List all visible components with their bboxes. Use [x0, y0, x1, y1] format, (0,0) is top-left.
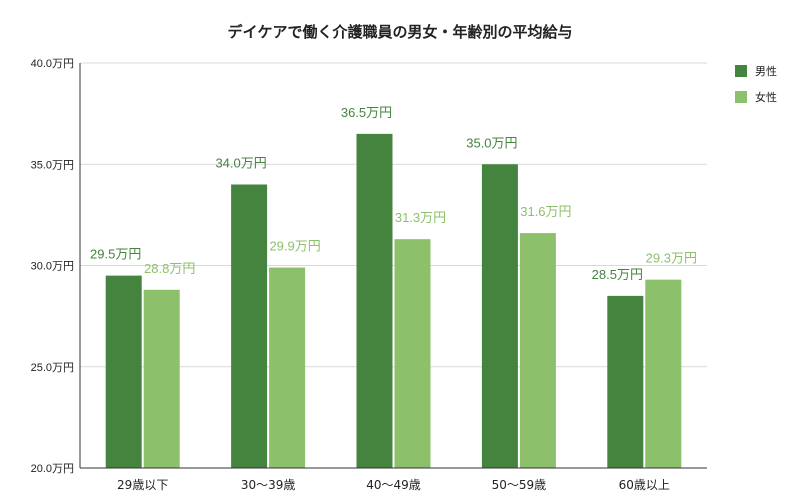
x-axis-ticks: 29歳以下 30〜39歳 40〜49歳 50〜59歳 60歳以上 — [117, 478, 670, 492]
data-label: 28.8万円 — [144, 261, 195, 276]
bar-female — [645, 279, 682, 468]
y-tick-label: 25.0万円 — [31, 362, 74, 374]
x-tick-label: 29歳以下 — [117, 478, 168, 492]
bar-female — [269, 267, 306, 468]
y-tick-label: 20.0万円 — [31, 463, 74, 475]
data-label: 34.0万円 — [215, 156, 266, 171]
data-label: 29.3万円 — [646, 251, 697, 266]
data-label: 36.5万円 — [341, 105, 392, 120]
bars — [105, 133, 682, 468]
data-label: 31.6万円 — [520, 204, 571, 219]
chart-title: デイケアで働く介護職員の男女・年齢別の平均給与 — [227, 23, 572, 41]
data-label: 28.5万円 — [592, 267, 643, 282]
bar-male — [607, 295, 644, 468]
gridlines — [79, 62, 707, 468]
x-tick-label: 50〜59歳 — [492, 478, 547, 492]
bar-male — [481, 164, 518, 468]
bar-male — [231, 184, 268, 468]
data-label: 31.3万円 — [395, 210, 446, 225]
x-tick-label: 40〜49歳 — [366, 478, 421, 492]
legend-swatch — [735, 91, 747, 103]
data-label: 29.5万円 — [90, 247, 141, 262]
bar-male — [356, 133, 393, 468]
x-tick-label: 30〜39歳 — [241, 478, 296, 492]
legend-label: 男性 — [755, 64, 777, 78]
bar-male — [105, 275, 142, 468]
x-tick-label: 60歳以上 — [619, 478, 670, 492]
y-tick-label: 30.0万円 — [31, 261, 74, 273]
bar-female — [143, 289, 180, 468]
data-label: 35.0万円 — [466, 135, 517, 150]
bar-female — [394, 239, 431, 468]
data-label: 29.9万円 — [269, 239, 320, 254]
y-axis-ticks: 20.0万円 25.0万円 30.0万円 35.0万円 40.0万円 — [31, 58, 74, 475]
bar-female — [519, 233, 556, 468]
legend-label: 女性 — [755, 90, 777, 104]
y-tick-label: 40.0万円 — [31, 58, 74, 70]
y-tick-label: 35.0万円 — [31, 159, 74, 171]
legend-swatch — [735, 65, 747, 77]
